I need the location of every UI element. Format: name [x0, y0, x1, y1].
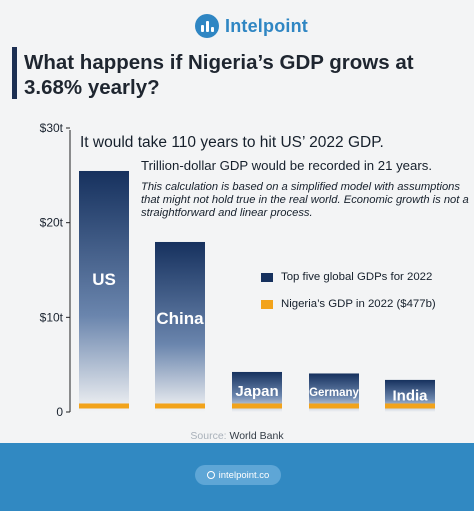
y-tick-label: $30t [40, 121, 64, 135]
website-link[interactable]: intelpoint.co [195, 465, 281, 485]
nigeria-bar-germany [309, 403, 359, 409]
nigeria-bar-india [385, 403, 435, 409]
header: Intelpoint [0, 0, 474, 42]
source-name: World Bank [229, 430, 284, 442]
legend-item-top-five: Top five global GDPs for 2022 [261, 271, 432, 283]
disclaimer-note: This calculation is based on a simplifie… [141, 181, 469, 219]
category-label-japan: Japan [235, 383, 278, 400]
bar-chart-icon [195, 14, 219, 38]
legend-swatch-orange [261, 299, 273, 309]
title-accent-bar [12, 47, 17, 99]
nigeria-bar-japan [232, 403, 282, 409]
legend-swatch-navy [261, 272, 273, 282]
nigeria-bar-china [155, 403, 205, 409]
category-label-germany: Germany [309, 387, 359, 399]
headline-note: It would take 110 years to hit US’ 2022 … [80, 134, 384, 151]
y-tick-label: $10t [40, 310, 64, 324]
category-label-india: India [392, 387, 428, 404]
legend-label-nigeria: Nigeria’s GDP in 2022 ($477b) [281, 298, 436, 310]
y-tick-label: $20t [40, 216, 64, 230]
source-prefix: Source: [190, 430, 227, 442]
nigeria-bar-us [79, 403, 129, 409]
footer: intelpoint.co [0, 443, 474, 511]
source-note: Source: World Bank [0, 430, 474, 442]
y-tick-label: 0 [56, 405, 63, 419]
category-label-china: China [156, 309, 204, 328]
bar-us [79, 170, 129, 412]
website-url: intelpoint.co [218, 469, 270, 481]
globe-icon [206, 471, 215, 479]
legend-item-nigeria: Nigeria’s GDP in 2022 ($477b) [261, 298, 436, 310]
legend-label-top-five: Top five global GDPs for 2022 [281, 271, 433, 283]
page-title: What happens if Nigeria’s GDP grows at 3… [24, 51, 414, 99]
subline-note: Trillion-dollar GDP would be recorded in… [141, 158, 432, 173]
bar-china [155, 241, 205, 412]
bar-chart: 0 $10t $20t $30t US China Japan Germany India [40, 121, 435, 419]
brand-name: Intelpoint [225, 15, 308, 36]
brand-logo[interactable]: Intelpoint [195, 14, 308, 38]
category-label-us: US [92, 270, 116, 289]
